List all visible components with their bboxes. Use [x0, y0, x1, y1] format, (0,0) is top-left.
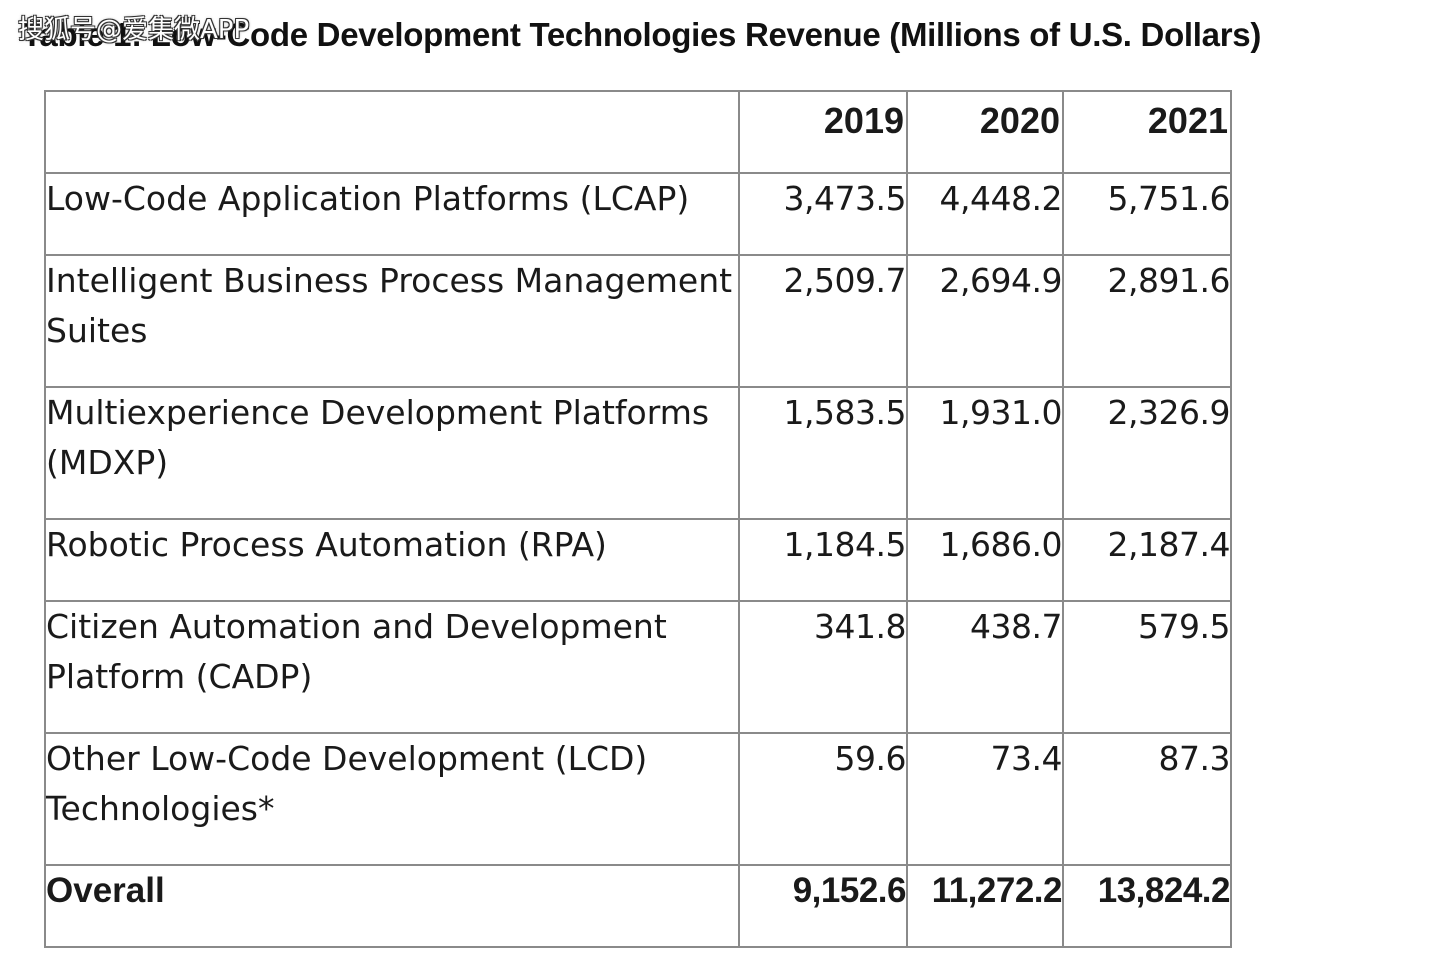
row-value-2020: 2,694.9: [906, 254, 1064, 388]
table-row: Robotic Process Automation (RPA) 1,184.5…: [44, 518, 1232, 602]
row-value-2021: 2,891.6: [1062, 254, 1232, 388]
row-label-other-lcd: Other Low-Code Development (LCD) Technol…: [44, 732, 740, 866]
table-row: Other Low-Code Development (LCD) Technol…: [44, 732, 1232, 866]
row-value-2020: 438.7: [906, 600, 1064, 734]
table-header-row: 2019 2020 2021: [44, 90, 1232, 174]
row-value-2021: 2,187.4: [1062, 518, 1232, 602]
header-label-cell: [44, 90, 740, 174]
row-value-2021: 2,326.9: [1062, 386, 1232, 520]
row-value-2021: 5,751.6: [1062, 172, 1232, 256]
table-row: Multiexperience Development Platforms (M…: [44, 386, 1232, 520]
row-label-cadp: Citizen Automation and Development Platf…: [44, 600, 740, 734]
table-row: Citizen Automation and Development Platf…: [44, 600, 1232, 734]
total-value-2019: 9,152.6: [738, 864, 908, 948]
header-year-2021: 2021: [1062, 90, 1232, 174]
row-label-rpa: Robotic Process Automation (RPA): [44, 518, 740, 602]
total-value-2021: 13,824.2: [1062, 864, 1232, 948]
header-year-2019: 2019: [738, 90, 908, 174]
row-label-ibpms: Intelligent Business Process Management …: [44, 254, 740, 388]
row-value-2019: 2,509.7: [738, 254, 908, 388]
header-year-2020: 2020: [906, 90, 1064, 174]
row-value-2020: 4,448.2: [906, 172, 1064, 256]
row-value-2020: 73.4: [906, 732, 1064, 866]
table-row: Intelligent Business Process Management …: [44, 254, 1232, 388]
revenue-table: 2019 2020 2021 Low-Code Application Plat…: [44, 90, 1232, 948]
table-total-row: Overall 9,152.6 11,272.2 13,824.2: [44, 864, 1232, 948]
table-row: Low-Code Application Platforms (LCAP) 3,…: [44, 172, 1232, 256]
total-value-2020: 11,272.2: [906, 864, 1064, 948]
row-value-2020: 1,686.0: [906, 518, 1064, 602]
row-value-2019: 59.6: [738, 732, 908, 866]
row-value-2021: 579.5: [1062, 600, 1232, 734]
row-value-2019: 1,583.5: [738, 386, 908, 520]
row-value-2020: 1,931.0: [906, 386, 1064, 520]
row-label-mdxp: Multiexperience Development Platforms (M…: [44, 386, 740, 520]
total-label: Overall: [44, 864, 740, 948]
row-value-2019: 341.8: [738, 600, 908, 734]
page-title: Table 1: Low-Code Development Technologi…: [22, 16, 1262, 53]
row-value-2021: 87.3: [1062, 732, 1232, 866]
row-value-2019: 3,473.5: [738, 172, 908, 256]
row-label-lcap: Low-Code Application Platforms (LCAP): [44, 172, 740, 256]
row-value-2019: 1,184.5: [738, 518, 908, 602]
